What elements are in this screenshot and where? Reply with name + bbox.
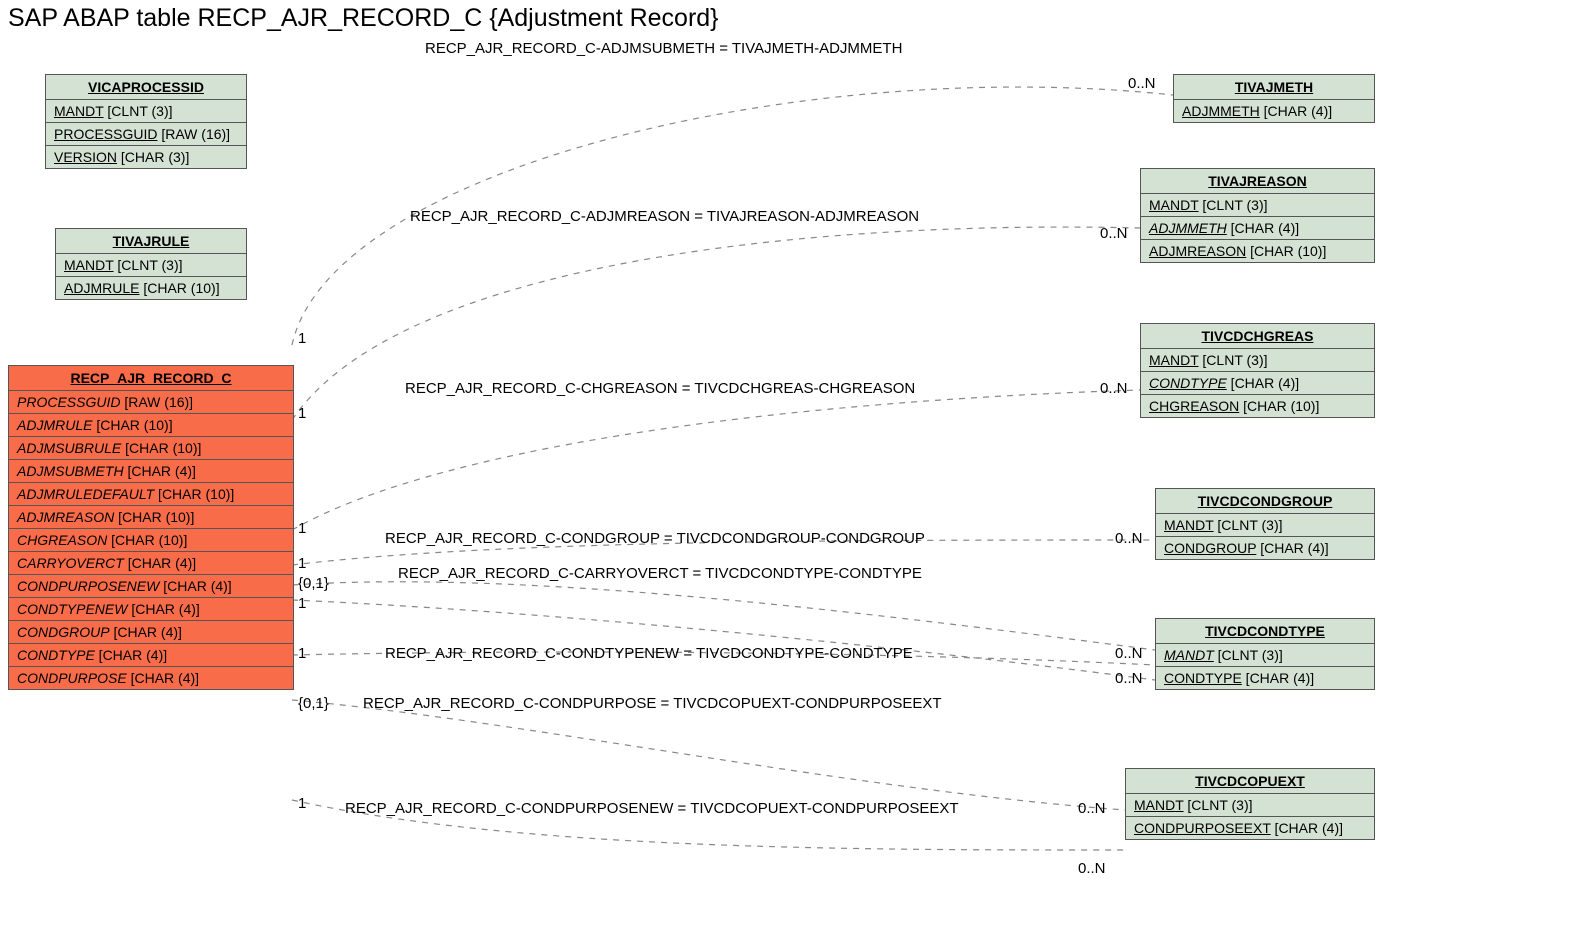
cardinality-left: 1 [298, 330, 306, 347]
table-row: MANDT [CLNT (3)] [1141, 349, 1374, 372]
table-header: TIVAJMETH [1174, 75, 1374, 100]
table-row: ADJMRULEDEFAULT [CHAR (10)] [9, 483, 293, 506]
table-row: CARRYOVERCT [CHAR (4)] [9, 552, 293, 575]
relation-label: RECP_AJR_RECORD_C-CONDPURPOSE = TIVCDCOP… [363, 695, 942, 712]
table-tivajmeth: TIVAJMETHADJMMETH [CHAR (4)] [1173, 74, 1375, 123]
cardinality-left: 1 [298, 595, 306, 612]
table-tivajreason: TIVAJREASONMANDT [CLNT (3)]ADJMMETH [CHA… [1140, 168, 1375, 263]
table-row: CONDGROUP [CHAR (4)] [1156, 537, 1374, 559]
table-tivcdcondtype: TIVCDCONDTYPEMANDT [CLNT (3)]CONDTYPE [C… [1155, 618, 1375, 690]
diagram-stage: SAP ABAP table RECP_AJR_RECORD_C {Adjust… [0, 0, 1587, 948]
table-row: CONDGROUP [CHAR (4)] [9, 621, 293, 644]
relation-label: RECP_AJR_RECORD_C-CONDPURPOSENEW = TIVCD… [345, 800, 959, 817]
table-tivajrule: TIVAJRULEMANDT [CLNT (3)]ADJMRULE [CHAR … [55, 228, 247, 300]
cardinality-left: 1 [298, 405, 306, 422]
table-row: CHGREASON [CHAR (10)] [1141, 395, 1374, 417]
table-row: MANDT [CLNT (3)] [1156, 514, 1374, 537]
table-row: CONDTYPE [CHAR (4)] [9, 644, 293, 667]
cardinality-right: 0..N [1100, 380, 1128, 397]
table-row: ADJMMETH [CHAR (4)] [1174, 100, 1374, 122]
cardinality-left: 1 [298, 520, 306, 537]
cardinality-left: 1 [298, 645, 306, 662]
cardinality-left: {0,1} [298, 695, 329, 712]
table-row: CONDPURPOSEEXT [CHAR (4)] [1126, 817, 1374, 839]
table-header: TIVCDCHGREAS [1141, 324, 1374, 349]
table-row: MANDT [CLNT (3)] [1126, 794, 1374, 817]
cardinality-right: 0..N [1078, 800, 1106, 817]
table-row: CHGREASON [CHAR (10)] [9, 529, 293, 552]
table-header: TIVAJRULE [56, 229, 246, 254]
table-row: PROCESSGUID [RAW (16)] [46, 123, 246, 146]
table-row: CONDTYPE [CHAR (4)] [1156, 667, 1374, 689]
table-row: CONDPURPOSENEW [CHAR (4)] [9, 575, 293, 598]
table-header: TIVCDCONDGROUP [1156, 489, 1374, 514]
table-row: ADJMRULE [CHAR (10)] [9, 414, 293, 437]
table-row: ADJMRULE [CHAR (10)] [56, 277, 246, 299]
cardinality-left: {0,1} [298, 575, 329, 592]
cardinality-right: 0..N [1128, 75, 1156, 92]
table-tivcdcopuext: TIVCDCOPUEXTMANDT [CLNT (3)]CONDPURPOSEE… [1125, 768, 1375, 840]
table-row: CONDTYPENEW [CHAR (4)] [9, 598, 293, 621]
table-header: TIVAJREASON [1141, 169, 1374, 194]
table-row: MANDT [CLNT (3)] [56, 254, 246, 277]
cardinality-right: 0..N [1115, 645, 1143, 662]
table-tivcdcondgroup: TIVCDCONDGROUPMANDT [CLNT (3)]CONDGROUP … [1155, 488, 1375, 560]
cardinality-right: 0..N [1115, 530, 1143, 547]
table-header: TIVCDCOPUEXT [1126, 769, 1374, 794]
table-vicaprocessid: VICAPROCESSIDMANDT [CLNT (3)]PROCESSGUID… [45, 74, 247, 169]
table-main: RECP_AJR_RECORD_CPROCESSGUID [RAW (16)]A… [8, 365, 294, 690]
relation-label: RECP_AJR_RECORD_C-ADJMREASON = TIVAJREAS… [410, 208, 919, 225]
table-row: CONDPURPOSE [CHAR (4)] [9, 667, 293, 689]
table-row: ADJMSUBRULE [CHAR (10)] [9, 437, 293, 460]
relation-label: RECP_AJR_RECORD_C-ADJMSUBMETH = TIVAJMET… [425, 40, 902, 57]
table-row: VERSION [CHAR (3)] [46, 146, 246, 168]
relation-label: RECP_AJR_RECORD_C-CARRYOVERCT = TIVCDCON… [398, 565, 922, 582]
relation-label: RECP_AJR_RECORD_C-CHGREASON = TIVCDCHGRE… [405, 380, 915, 397]
cardinality-right: 0..N [1078, 860, 1106, 877]
cardinality-right: 0..N [1115, 670, 1143, 687]
table-row: MANDT [CLNT (3)] [1156, 644, 1374, 667]
page-title: SAP ABAP table RECP_AJR_RECORD_C {Adjust… [8, 4, 719, 33]
cardinality-right: 0..N [1100, 225, 1128, 242]
relation-label: RECP_AJR_RECORD_C-CONDTYPENEW = TIVCDCON… [385, 645, 913, 662]
table-row: CONDTYPE [CHAR (4)] [1141, 372, 1374, 395]
table-row: ADJMREASON [CHAR (10)] [9, 506, 293, 529]
table-header: TIVCDCONDTYPE [1156, 619, 1374, 644]
table-header: RECP_AJR_RECORD_C [9, 366, 293, 391]
relation-label: RECP_AJR_RECORD_C-CONDGROUP = TIVCDCONDG… [385, 530, 925, 547]
table-row: MANDT [CLNT (3)] [46, 100, 246, 123]
table-header: VICAPROCESSID [46, 75, 246, 100]
cardinality-left: 1 [298, 795, 306, 812]
table-row: ADJMREASON [CHAR (10)] [1141, 240, 1374, 262]
table-row: MANDT [CLNT (3)] [1141, 194, 1374, 217]
cardinality-left: 1 [298, 555, 306, 572]
table-row: ADJMMETH [CHAR (4)] [1141, 217, 1374, 240]
table-tivcdchgreas: TIVCDCHGREASMANDT [CLNT (3)]CONDTYPE [CH… [1140, 323, 1375, 418]
table-row: ADJMSUBMETH [CHAR (4)] [9, 460, 293, 483]
table-row: PROCESSGUID [RAW (16)] [9, 391, 293, 414]
